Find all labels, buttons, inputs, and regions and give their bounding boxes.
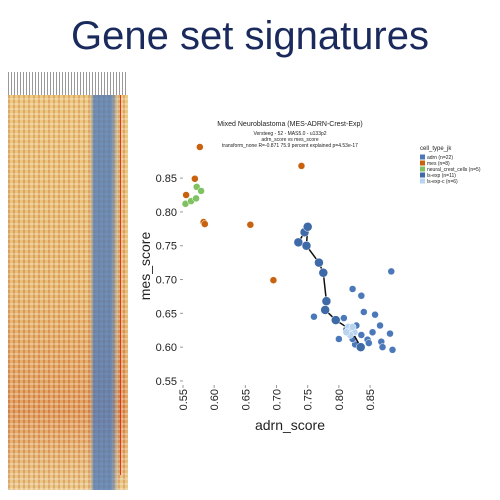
y-tick-label: 0.60: [156, 342, 177, 354]
y-tick-label: 0.85: [156, 173, 177, 185]
point: [318, 268, 329, 278]
point: [302, 222, 313, 232]
legend-title: cell_type_jk: [420, 146, 452, 152]
legend-swatch: [420, 160, 425, 166]
point: [376, 321, 384, 330]
x-tick-label: 0.70: [272, 389, 284, 410]
point: [301, 240, 312, 251]
chart-subtitle: adrn_score vs mes_score: [261, 137, 318, 143]
point: [320, 305, 330, 315]
point: [246, 221, 255, 229]
legend-label: ls-exp (n=11): [427, 173, 456, 179]
point: [355, 342, 366, 352]
point: [191, 175, 199, 183]
chart-subtitle: transform_none R=-0.871 75.9 percent exp…: [222, 143, 358, 149]
point: [388, 346, 397, 354]
point: [386, 329, 394, 338]
chart-title: Mixed Neuroblastoma (MES-ADRN-Crest-Exp): [217, 121, 362, 128]
point: [348, 323, 357, 331]
point: [371, 310, 379, 319]
heatmap-header: [8, 72, 128, 95]
x-tick-label: 0.85: [365, 389, 377, 410]
x-tick-label: 0.80: [334, 389, 346, 410]
legend-swatch: [420, 172, 425, 178]
page-title: Gene set signatures: [71, 14, 429, 58]
point: [331, 315, 341, 325]
point: [335, 335, 343, 343]
point: [340, 314, 348, 322]
x-tick-label: 0.55: [178, 389, 190, 410]
x-axis-label: adrn_score: [255, 417, 325, 433]
legend-label: neural_crest_cells (n=5): [427, 167, 481, 173]
point: [360, 308, 368, 316]
x-tick-label: 0.75: [303, 389, 315, 410]
y-tick-label: 0.70: [156, 275, 177, 287]
legend-label: ls-exp-c (n=6): [427, 179, 458, 185]
point: [357, 292, 366, 300]
point: [310, 312, 318, 321]
point: [348, 285, 357, 293]
point: [182, 191, 190, 199]
point: [196, 143, 204, 151]
y-tick-label: 0.75: [156, 241, 177, 253]
legend-label: mes (n=8): [427, 161, 450, 167]
heatmap-thumbnail: [8, 95, 128, 490]
y-tick-label: 0.65: [156, 308, 177, 320]
point: [297, 162, 306, 170]
point: [365, 339, 373, 347]
y-axis-label: mes_score: [137, 232, 153, 301]
point: [368, 328, 377, 337]
y-tick-label: 0.55: [156, 376, 177, 388]
point: [201, 220, 209, 228]
legend-swatch: [420, 178, 425, 184]
legend-swatch: [420, 154, 425, 160]
point: [269, 276, 278, 284]
chart-subtitle: Versteeg - 52 - MAS5.0 - u133p2: [253, 131, 326, 137]
heatmap-divider: [120, 95, 121, 475]
point: [321, 296, 332, 306]
point: [387, 267, 396, 276]
legend-swatch: [420, 166, 425, 172]
y-tick-label: 0.80: [156, 207, 177, 219]
point: [197, 187, 205, 195]
point: [192, 194, 200, 203]
point: [378, 343, 387, 351]
point: [314, 257, 324, 268]
point: [357, 331, 366, 339]
x-tick-label: 0.60: [209, 389, 221, 410]
x-tick-label: 0.65: [240, 389, 252, 410]
legend-label: adrn (n=22): [427, 155, 453, 161]
point: [293, 237, 304, 248]
point: [342, 328, 351, 337]
